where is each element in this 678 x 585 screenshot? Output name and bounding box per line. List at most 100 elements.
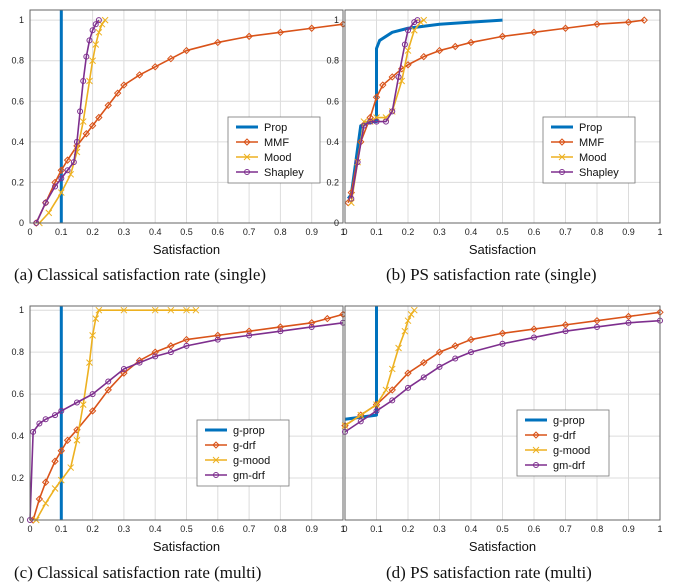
y-tick-label: 0.6: [326, 96, 339, 106]
legend-item-g-drf-marker: [212, 441, 220, 449]
x-tick-label: 0.1: [370, 227, 383, 237]
data-point-g-drf: [51, 457, 59, 465]
y-tick-label: 1: [19, 305, 24, 315]
x-tick-label: 1: [657, 524, 662, 534]
x-tick-label: 0.2: [402, 524, 415, 534]
caption-d: (d) PS satisfaction rate (multi): [386, 563, 592, 582]
data-point-mood: [95, 28, 103, 36]
data-point-g-mood: [373, 401, 380, 408]
data-point-shapley: [64, 167, 71, 174]
data-point-shapley: [89, 27, 96, 34]
data-point-gm-drf: [30, 428, 37, 435]
data-point-g-drf: [307, 319, 316, 327]
data-point-gm-drf: [357, 418, 364, 425]
data-point-mmf: [420, 52, 428, 61]
series-line-g-mood: [35, 309, 196, 521]
data-point-mmf: [214, 38, 222, 47]
data-point-g-mood: [51, 485, 59, 492]
data-point-gm-drf: [120, 365, 127, 372]
data-point-g-mood: [395, 344, 402, 352]
data-point-mmf: [95, 113, 103, 122]
x-tick-label: 1: [340, 524, 345, 534]
x-tick-label: 0: [27, 227, 32, 237]
data-point-mood-stroke-b: [95, 28, 103, 36]
legend-item-gm-drf-marker: [533, 462, 539, 468]
legend-item-mmf-marker: [243, 138, 251, 146]
data-point-gm-drf: [183, 342, 190, 349]
x-tick-label: 0.6: [528, 227, 541, 237]
data-point-mmf: [82, 130, 91, 138]
data-point-mmf: [451, 42, 459, 51]
y-tick-label: 0.4: [326, 137, 339, 147]
chart-panel-c: 0 0.1 0.2 0.3 0.4 0.5 0.6 0.7 0.8 0.9 100.20.40.60…: [11, 305, 347, 554]
data-point-mood: [89, 57, 96, 65]
legend-item-prop-label: Prop: [579, 122, 602, 134]
data-point-mmf: [276, 28, 285, 37]
y-tick-label: 1: [334, 15, 339, 25]
data-point-g-mood: [79, 401, 87, 408]
x-tick-label: 0.8: [591, 524, 604, 534]
legend-item-mmf-marker: [558, 138, 566, 146]
data-point-g-mood-stroke-b: [183, 306, 190, 314]
data-point-shapley: [389, 108, 396, 115]
data-point-mood-stroke-b: [98, 20, 106, 28]
data-point-mood: [417, 18, 424, 26]
y-tick-label: 0.2: [11, 473, 24, 483]
legend-item-gm-drf-marker: [213, 472, 219, 478]
data-point-gm-drf: [42, 416, 49, 423]
legend: Prop MMF Mood Shapley: [227, 116, 321, 184]
data-point-gm-drf: [246, 332, 253, 339]
data-point-gm-drf: [214, 336, 221, 343]
y-tick-label: 1: [19, 15, 24, 25]
data-point-gm-drf: [308, 323, 315, 330]
data-point-g-mood-stroke-b: [407, 311, 415, 318]
data-point-g-drf: [276, 323, 285, 331]
y-tick-label: 0.8: [326, 56, 339, 66]
data-point-gm-drf: [531, 334, 537, 341]
x-axis-label: Satisfaction: [153, 539, 220, 554]
data-point-shapley: [52, 183, 59, 190]
data-point-g-mood-stroke-b: [167, 306, 175, 314]
x-tick-label: 0.7: [559, 524, 572, 534]
data-point-g-mood-stroke-b: [42, 499, 50, 507]
legend-item-mood-marker: [243, 153, 251, 161]
x-tick-label: 0: [342, 227, 347, 237]
y-tick-label: 0.6: [11, 96, 24, 106]
data-point-g-mood-stroke-b: [92, 315, 100, 322]
data-point-mood-stroke-b: [410, 26, 418, 34]
data-point-g-drf: [561, 321, 570, 329]
data-point-shapley: [58, 175, 65, 182]
y-tick-label: 0.2: [11, 177, 24, 187]
data-point-g-mood: [404, 317, 412, 325]
data-point-shapley: [367, 118, 374, 125]
data-point-g-drf: [88, 407, 97, 415]
data-point-g-mood: [120, 306, 128, 314]
data-point-g-mood: [67, 464, 75, 471]
caption-b: (b) PS satisfaction rate (single): [386, 265, 597, 284]
series-line-shapley: [350, 19, 418, 199]
x-tick-label: 0.8: [591, 227, 604, 237]
x-tick-label: 0.2: [86, 524, 99, 534]
data-point-mood-stroke-b: [404, 47, 412, 54]
legend-item-g-mood-label: g-mood: [553, 445, 590, 457]
x-tick-label: 0.9: [622, 227, 635, 237]
data-point-gm-drf: [405, 384, 411, 391]
data-point-g-drf: [135, 356, 144, 365]
x-tick-label: 1: [657, 227, 662, 237]
legend-item-mood-label: Mood: [579, 152, 607, 164]
x-tick-label: 0.9: [305, 524, 318, 534]
data-point-g-drf: [120, 369, 128, 377]
data-point-g-mood-stroke-b: [79, 401, 87, 408]
x-tick-label: 0: [27, 524, 32, 534]
data-point-gm-drf: [452, 355, 459, 362]
x-tick-label: 0.5: [496, 524, 509, 534]
data-point-g-mood-stroke-b: [89, 332, 96, 339]
legend-item-prop-label: Prop: [264, 122, 287, 134]
data-point-g-drf: [323, 314, 332, 323]
y-tick-label: 0.8: [11, 347, 24, 357]
y-tick-label: 0.4: [11, 431, 24, 441]
data-point-g-mood-stroke-b: [357, 411, 365, 419]
data-point-g-mood-stroke-b: [51, 485, 59, 492]
data-point-shapley: [92, 21, 99, 28]
data-point-g-mood-stroke-b: [401, 327, 409, 335]
